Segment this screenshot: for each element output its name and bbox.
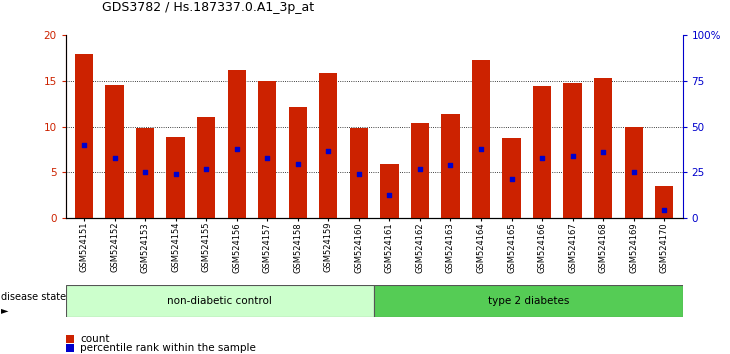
Bar [442, 114, 460, 218]
Bar [625, 127, 643, 218]
Text: percentile rank within the sample: percentile rank within the sample [80, 343, 256, 353]
Bar [350, 129, 368, 218]
Bar [105, 85, 123, 218]
Bar [66, 285, 374, 317]
Bar [75, 53, 93, 218]
Point [231, 147, 242, 152]
Point [170, 171, 182, 177]
Bar [197, 118, 215, 218]
Bar [319, 73, 337, 218]
Point [566, 153, 578, 159]
Bar [380, 164, 399, 218]
Bar [564, 83, 582, 218]
Bar [655, 186, 673, 218]
Point [261, 155, 273, 160]
Point [537, 156, 548, 161]
Text: disease state: disease state [1, 292, 66, 302]
Point [506, 177, 518, 182]
Text: type 2 diabetes: type 2 diabetes [488, 296, 569, 306]
Point [323, 148, 334, 154]
Text: ►: ► [1, 305, 9, 315]
Point [475, 147, 487, 152]
Point [353, 171, 365, 177]
Point [597, 149, 609, 155]
Bar [374, 285, 683, 317]
Bar [166, 137, 185, 218]
Bar [228, 70, 246, 218]
Point [383, 192, 395, 198]
Bar [258, 81, 277, 218]
Point [292, 161, 304, 167]
Bar [502, 138, 520, 218]
Bar [472, 60, 490, 218]
Point [139, 169, 151, 175]
Bar [533, 86, 551, 218]
Point [200, 167, 212, 172]
Bar [411, 123, 429, 218]
Bar [594, 78, 612, 218]
Point [109, 155, 120, 160]
Point [78, 142, 90, 148]
Point [628, 169, 639, 175]
Text: non-diabetic control: non-diabetic control [167, 296, 272, 306]
Point [445, 162, 456, 168]
Bar [136, 129, 154, 218]
Point [414, 167, 426, 172]
Bar [288, 107, 307, 218]
Point [658, 207, 670, 213]
Text: count: count [80, 334, 110, 344]
Text: GDS3782 / Hs.187337.0.A1_3p_at: GDS3782 / Hs.187337.0.A1_3p_at [102, 1, 315, 14]
